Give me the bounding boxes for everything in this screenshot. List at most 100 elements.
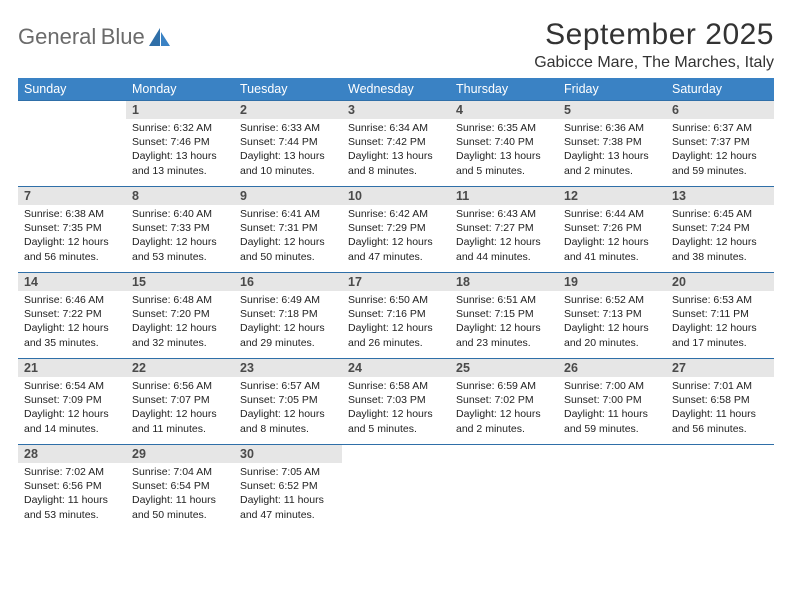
day-info: Sunrise: 6:32 AMSunset: 7:46 PMDaylight:… (126, 119, 234, 182)
day-info: Sunrise: 6:52 AMSunset: 7:13 PMDaylight:… (558, 291, 666, 354)
calendar-day-cell: 5Sunrise: 6:36 AMSunset: 7:38 PMDaylight… (558, 101, 666, 187)
day-number: 12 (558, 187, 666, 205)
calendar-empty-cell (342, 445, 450, 531)
day-number: 23 (234, 359, 342, 377)
day-info: Sunrise: 6:58 AMSunset: 7:03 PMDaylight:… (342, 377, 450, 440)
day-info: Sunrise: 7:05 AMSunset: 6:52 PMDaylight:… (234, 463, 342, 526)
calendar-body: 1Sunrise: 6:32 AMSunset: 7:46 PMDaylight… (18, 101, 774, 531)
calendar-day-cell: 11Sunrise: 6:43 AMSunset: 7:27 PMDayligh… (450, 187, 558, 273)
day-info: Sunrise: 6:56 AMSunset: 7:07 PMDaylight:… (126, 377, 234, 440)
calendar-day-cell: 26Sunrise: 7:00 AMSunset: 7:00 PMDayligh… (558, 359, 666, 445)
day-info: Sunrise: 6:35 AMSunset: 7:40 PMDaylight:… (450, 119, 558, 182)
day-info: Sunrise: 6:37 AMSunset: 7:37 PMDaylight:… (666, 119, 774, 182)
day-info: Sunrise: 6:59 AMSunset: 7:02 PMDaylight:… (450, 377, 558, 440)
calendar-day-cell: 6Sunrise: 6:37 AMSunset: 7:37 PMDaylight… (666, 101, 774, 187)
weekday-header: Monday (126, 78, 234, 101)
title-block: September 2025 Gabicce Mare, The Marches… (534, 18, 774, 72)
calendar-day-cell: 8Sunrise: 6:40 AMSunset: 7:33 PMDaylight… (126, 187, 234, 273)
brand-logo: General Blue (18, 18, 171, 53)
calendar-week-row: 28Sunrise: 7:02 AMSunset: 6:56 PMDayligh… (18, 445, 774, 531)
day-number: 19 (558, 273, 666, 291)
day-info: Sunrise: 6:34 AMSunset: 7:42 PMDaylight:… (342, 119, 450, 182)
calendar-week-row: 21Sunrise: 6:54 AMSunset: 7:09 PMDayligh… (18, 359, 774, 445)
day-number: 11 (450, 187, 558, 205)
day-info: Sunrise: 6:51 AMSunset: 7:15 PMDaylight:… (450, 291, 558, 354)
day-number: 3 (342, 101, 450, 119)
calendar-day-cell: 29Sunrise: 7:04 AMSunset: 6:54 PMDayligh… (126, 445, 234, 531)
calendar-day-cell: 9Sunrise: 6:41 AMSunset: 7:31 PMDaylight… (234, 187, 342, 273)
day-number: 15 (126, 273, 234, 291)
day-info: Sunrise: 6:54 AMSunset: 7:09 PMDaylight:… (18, 377, 126, 440)
weekday-header: Sunday (18, 78, 126, 101)
day-info: Sunrise: 6:43 AMSunset: 7:27 PMDaylight:… (450, 205, 558, 268)
calendar-empty-cell (558, 445, 666, 531)
calendar-day-cell: 2Sunrise: 6:33 AMSunset: 7:44 PMDaylight… (234, 101, 342, 187)
day-number: 18 (450, 273, 558, 291)
calendar-day-cell: 13Sunrise: 6:45 AMSunset: 7:24 PMDayligh… (666, 187, 774, 273)
calendar-day-cell: 22Sunrise: 6:56 AMSunset: 7:07 PMDayligh… (126, 359, 234, 445)
day-number: 17 (342, 273, 450, 291)
day-info: Sunrise: 6:36 AMSunset: 7:38 PMDaylight:… (558, 119, 666, 182)
calendar-table: SundayMondayTuesdayWednesdayThursdayFrid… (18, 78, 774, 531)
day-number: 6 (666, 101, 774, 119)
calendar-day-cell: 23Sunrise: 6:57 AMSunset: 7:05 PMDayligh… (234, 359, 342, 445)
day-number: 9 (234, 187, 342, 205)
calendar-day-cell: 28Sunrise: 7:02 AMSunset: 6:56 PMDayligh… (18, 445, 126, 531)
location-subtitle: Gabicce Mare, The Marches, Italy (534, 54, 774, 72)
day-number: 27 (666, 359, 774, 377)
calendar-day-cell: 15Sunrise: 6:48 AMSunset: 7:20 PMDayligh… (126, 273, 234, 359)
day-info: Sunrise: 7:02 AMSunset: 6:56 PMDaylight:… (18, 463, 126, 526)
calendar-week-row: 1Sunrise: 6:32 AMSunset: 7:46 PMDaylight… (18, 101, 774, 187)
calendar-day-cell: 21Sunrise: 6:54 AMSunset: 7:09 PMDayligh… (18, 359, 126, 445)
day-number: 1 (126, 101, 234, 119)
day-number: 30 (234, 445, 342, 463)
day-number: 14 (18, 273, 126, 291)
brand-name-2: Blue (101, 24, 145, 49)
calendar-day-cell: 18Sunrise: 6:51 AMSunset: 7:15 PMDayligh… (450, 273, 558, 359)
day-number: 28 (18, 445, 126, 463)
day-info: Sunrise: 7:00 AMSunset: 7:00 PMDaylight:… (558, 377, 666, 440)
calendar-day-cell: 14Sunrise: 6:46 AMSunset: 7:22 PMDayligh… (18, 273, 126, 359)
calendar-day-cell: 27Sunrise: 7:01 AMSunset: 6:58 PMDayligh… (666, 359, 774, 445)
weekday-header: Thursday (450, 78, 558, 101)
day-number: 22 (126, 359, 234, 377)
day-info: Sunrise: 7:01 AMSunset: 6:58 PMDaylight:… (666, 377, 774, 440)
day-info: Sunrise: 7:04 AMSunset: 6:54 PMDaylight:… (126, 463, 234, 526)
calendar-day-cell: 17Sunrise: 6:50 AMSunset: 7:16 PMDayligh… (342, 273, 450, 359)
day-info: Sunrise: 6:48 AMSunset: 7:20 PMDaylight:… (126, 291, 234, 354)
weekday-header: Friday (558, 78, 666, 101)
day-number: 20 (666, 273, 774, 291)
day-number: 25 (450, 359, 558, 377)
day-info: Sunrise: 6:41 AMSunset: 7:31 PMDaylight:… (234, 205, 342, 268)
weekday-header: Wednesday (342, 78, 450, 101)
day-number: 24 (342, 359, 450, 377)
sail-icon (149, 28, 171, 53)
calendar-empty-cell (450, 445, 558, 531)
day-number: 29 (126, 445, 234, 463)
day-info: Sunrise: 6:50 AMSunset: 7:16 PMDaylight:… (342, 291, 450, 354)
day-info: Sunrise: 6:45 AMSunset: 7:24 PMDaylight:… (666, 205, 774, 268)
day-info: Sunrise: 6:46 AMSunset: 7:22 PMDaylight:… (18, 291, 126, 354)
page-header: General Blue September 2025 Gabicce Mare… (18, 18, 774, 72)
day-info: Sunrise: 6:57 AMSunset: 7:05 PMDaylight:… (234, 377, 342, 440)
calendar-week-row: 14Sunrise: 6:46 AMSunset: 7:22 PMDayligh… (18, 273, 774, 359)
day-number: 8 (126, 187, 234, 205)
day-number: 7 (18, 187, 126, 205)
day-info: Sunrise: 6:33 AMSunset: 7:44 PMDaylight:… (234, 119, 342, 182)
calendar-day-cell: 10Sunrise: 6:42 AMSunset: 7:29 PMDayligh… (342, 187, 450, 273)
day-info: Sunrise: 6:40 AMSunset: 7:33 PMDaylight:… (126, 205, 234, 268)
day-number: 2 (234, 101, 342, 119)
day-number: 10 (342, 187, 450, 205)
calendar-day-cell: 3Sunrise: 6:34 AMSunset: 7:42 PMDaylight… (342, 101, 450, 187)
day-number: 5 (558, 101, 666, 119)
day-info: Sunrise: 6:42 AMSunset: 7:29 PMDaylight:… (342, 205, 450, 268)
day-info: Sunrise: 6:44 AMSunset: 7:26 PMDaylight:… (558, 205, 666, 268)
day-info: Sunrise: 6:53 AMSunset: 7:11 PMDaylight:… (666, 291, 774, 354)
weekday-header: Saturday (666, 78, 774, 101)
calendar-day-cell: 7Sunrise: 6:38 AMSunset: 7:35 PMDaylight… (18, 187, 126, 273)
day-number: 13 (666, 187, 774, 205)
month-title: September 2025 (534, 18, 774, 52)
day-number: 16 (234, 273, 342, 291)
calendar-header-row: SundayMondayTuesdayWednesdayThursdayFrid… (18, 78, 774, 101)
calendar-day-cell: 16Sunrise: 6:49 AMSunset: 7:18 PMDayligh… (234, 273, 342, 359)
